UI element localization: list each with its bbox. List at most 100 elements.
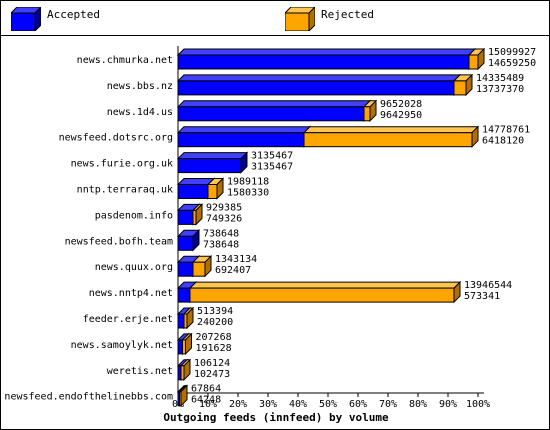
data-label-total: 106124 <box>194 358 230 369</box>
data-label-total: 738648 <box>203 228 239 239</box>
bar-accepted <box>176 229 201 252</box>
bar-rejected-top <box>302 126 480 134</box>
chart-title: Outgoing feeds (innfeed) by volume <box>163 411 389 424</box>
bar-accepted-front <box>177 158 242 174</box>
data-label-accepted: 692407 <box>215 265 251 276</box>
bar-rejected <box>188 280 462 304</box>
bar-accepted-top <box>176 126 312 134</box>
bar-accepted <box>176 151 249 174</box>
legend-rejected-front <box>285 12 310 31</box>
bar-rejected-front <box>303 132 473 148</box>
bar-rejected <box>302 125 480 148</box>
bar-rejected-front <box>180 365 185 381</box>
category-label: news.quux.org <box>95 262 173 273</box>
data-label-total: 513394 <box>197 306 233 317</box>
data-label-accepted: 9642950 <box>380 110 422 121</box>
bar-rejected <box>206 177 225 200</box>
legend-accepted-swatch <box>11 7 41 31</box>
data-label-accepted: 64248 <box>191 395 221 406</box>
x-tick-label: 50% <box>319 399 337 410</box>
category-label: newsfeed.endofthelinebbs.com <box>4 392 173 403</box>
x-tick-label: 90% <box>439 399 457 410</box>
data-label-accepted: 573341 <box>464 291 500 302</box>
x-tick-label: 70% <box>379 399 397 410</box>
x-tick-label: 100% <box>466 399 490 410</box>
bar-rejected-front <box>179 391 182 407</box>
data-label-total: 1343134 <box>215 254 257 265</box>
bar-rejected-top <box>188 281 462 289</box>
bar-accepted-top <box>176 100 372 108</box>
x-tick-label: 60% <box>349 399 367 410</box>
category-label: news.furie.org.uk <box>71 159 173 170</box>
bar-rejected-front <box>183 313 188 329</box>
bar-accepted-top <box>176 48 477 56</box>
bar-accepted <box>176 125 312 148</box>
bar-rejected-front <box>207 184 218 199</box>
legend-rejected-swatch <box>285 7 315 31</box>
bar-rejected <box>181 332 193 356</box>
legend-accepted-front <box>11 12 36 31</box>
bar-accepted-front <box>177 132 305 148</box>
bar-accepted-front <box>177 209 194 225</box>
category-label: feeder.erje.net <box>83 314 173 325</box>
x-tick-label: 20% <box>229 399 247 410</box>
bar-rejected-front <box>189 287 455 303</box>
bar-rejected-front <box>363 106 371 122</box>
legend-rejected-label: Rejected <box>321 8 374 21</box>
bar-rejected-front <box>453 80 467 96</box>
bar-accepted-front <box>177 235 194 251</box>
category-label: news.chmurka.net <box>77 55 173 66</box>
bar-accepted-front <box>177 313 185 329</box>
category-label: pasdenom.info <box>95 210 173 221</box>
bar-accepted-front <box>177 54 470 70</box>
legend-accepted-label: Accepted <box>47 8 100 21</box>
data-label-accepted: 1580330 <box>227 188 269 199</box>
bar-rejected <box>182 306 195 330</box>
x-tick-label: 30% <box>259 399 277 410</box>
data-label-accepted: 14659250 <box>488 58 536 69</box>
bar-accepted-top <box>176 152 249 160</box>
category-label: news.1d4.us <box>107 107 173 118</box>
bar-accepted <box>176 47 477 71</box>
data-label-total: 13946544 <box>464 280 512 291</box>
data-label-total: 14778761 <box>482 125 530 136</box>
bar-accepted <box>176 73 462 97</box>
bar-rejected <box>178 384 189 407</box>
data-label-total: 67864 <box>191 384 221 395</box>
bar-rejected-front <box>468 54 479 70</box>
data-label-total: 9652028 <box>380 99 422 110</box>
category-label: news.bbs.nz <box>107 81 173 92</box>
bar-accepted-front <box>177 287 191 303</box>
bar-accepted-front <box>177 184 209 199</box>
category-label: newsfeed.bofh.team <box>65 236 173 247</box>
bar-rejected-front <box>192 261 206 277</box>
data-label-total: 929385 <box>206 202 242 213</box>
bar-accepted <box>176 99 372 123</box>
bar-rejected <box>452 73 474 97</box>
data-label-accepted: 6418120 <box>482 136 524 147</box>
bar-accepted-front <box>177 80 455 96</box>
bar-accepted-front <box>177 261 194 277</box>
data-label-total: 1989118 <box>227 177 269 188</box>
x-tick-label: 10% <box>199 399 217 410</box>
bar-rejected-front <box>192 209 197 225</box>
data-label-accepted: 102473 <box>194 369 230 380</box>
data-label-accepted: 738648 <box>203 239 239 250</box>
category-label: newsfeed.dotsrc.org <box>59 133 173 144</box>
data-label-accepted: 13737370 <box>476 84 524 95</box>
category-label: news.samoylyk.net <box>71 340 173 351</box>
data-label-total: 14335489 <box>476 73 524 84</box>
category-label: news.nntp4.net <box>89 288 173 299</box>
data-label-total: 3135467 <box>251 151 293 162</box>
bars <box>176 47 486 407</box>
bar-rejected-front <box>182 339 186 355</box>
x-tick-label: 80% <box>409 399 427 410</box>
data-label-accepted: 191628 <box>196 343 232 354</box>
bar-accepted-front <box>177 339 183 355</box>
category-label: weretis.net <box>107 366 173 377</box>
x-tick-label: 40% <box>289 399 307 410</box>
bar-rejected <box>179 358 192 382</box>
